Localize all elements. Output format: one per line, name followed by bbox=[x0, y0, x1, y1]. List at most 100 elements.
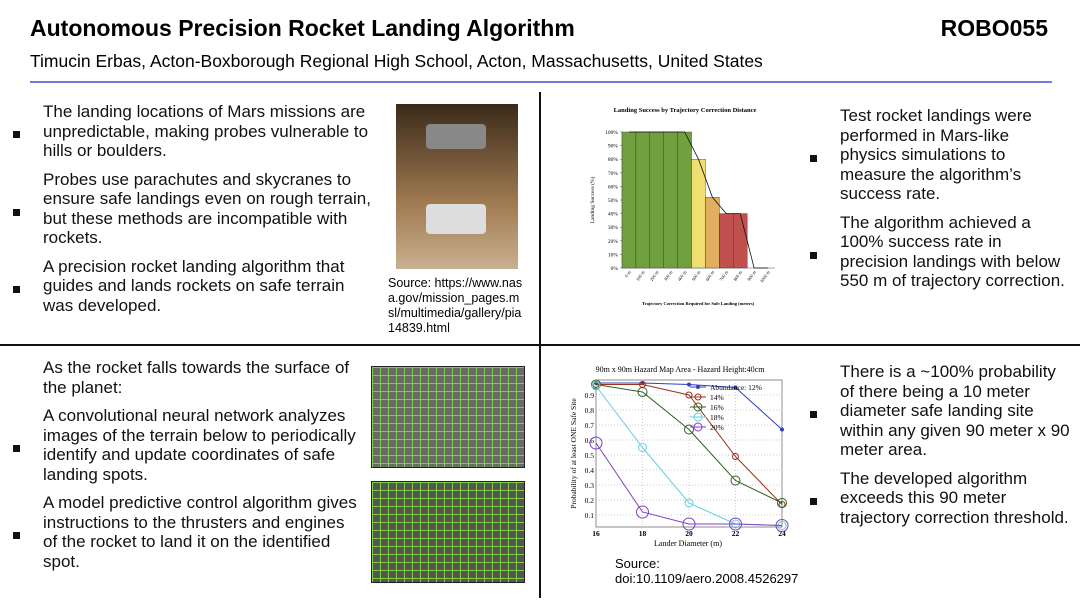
title: Autonomous Precision Rocket Landing Algo… bbox=[30, 15, 575, 41]
point bbox=[591, 381, 601, 391]
point bbox=[730, 475, 741, 486]
terrain-image bbox=[371, 481, 525, 583]
y-tick-label: 60% bbox=[608, 184, 619, 190]
point bbox=[682, 517, 696, 531]
y-tick-label: 50% bbox=[608, 198, 619, 204]
x-tick-label: 1000 m bbox=[759, 269, 771, 283]
x-tick-label: 300 m bbox=[663, 269, 674, 282]
rover bbox=[426, 204, 486, 234]
y-tick-label: 0.8 bbox=[585, 406, 595, 415]
y-tick-label: 0.6 bbox=[585, 436, 595, 445]
y-tick-label: 0.2 bbox=[585, 496, 595, 505]
line-chart: 90m x 90m Hazard Map Area - Hazard Heigh… bbox=[569, 365, 789, 548]
y-tick-label: 0.7 bbox=[585, 421, 595, 430]
x-tick-label: 400 m bbox=[677, 269, 688, 282]
point bbox=[777, 498, 787, 508]
y-tick-label: 0.4 bbox=[585, 466, 595, 475]
x-tick-label: 20 bbox=[685, 529, 693, 538]
bullet: Test rocket landings were performed in M… bbox=[810, 106, 1070, 204]
image-source: Source: https://www.nasa.gov/mission_pag… bbox=[388, 276, 523, 335]
code: ROBO055 bbox=[940, 15, 1048, 41]
point bbox=[687, 382, 691, 387]
y-tick-label: 100% bbox=[605, 130, 618, 136]
bullet: A convolutional neural network analyzes … bbox=[13, 406, 363, 484]
x-tick-label: 500 m bbox=[691, 269, 702, 282]
intro: As the rocket falls towards the surface … bbox=[43, 358, 350, 397]
bar bbox=[621, 131, 637, 269]
y-tick-label: 10% bbox=[608, 252, 619, 258]
bullet: There is a ~100% probability of there be… bbox=[810, 362, 1072, 460]
point bbox=[729, 517, 742, 531]
legend-label: 14% bbox=[710, 393, 724, 402]
bar bbox=[691, 159, 706, 269]
x-tick-label: 600 m bbox=[705, 269, 716, 282]
legend-marker bbox=[693, 412, 703, 422]
x-tick-label: 24 bbox=[778, 529, 786, 538]
point bbox=[591, 379, 601, 390]
x-axis-label: Trajectory Correction Required for Safe … bbox=[642, 301, 755, 306]
plot-frame bbox=[595, 379, 783, 528]
bullet: The developed algorithm exceeds this 90 … bbox=[810, 469, 1072, 528]
series-line bbox=[595, 384, 783, 504]
point bbox=[780, 427, 784, 432]
point bbox=[589, 436, 603, 450]
bar bbox=[663, 131, 678, 269]
point bbox=[775, 519, 789, 532]
photo bbox=[396, 104, 518, 269]
y-tick-label: 80% bbox=[608, 157, 619, 163]
legend-label: 20% bbox=[710, 423, 724, 432]
x-tick-label: 100 m bbox=[635, 269, 646, 282]
point bbox=[684, 498, 694, 508]
series-line bbox=[595, 442, 783, 526]
bar-chart: Landing Success by Trajectory Correction… bbox=[589, 107, 775, 306]
text-block: Test rocket landings were performed in M… bbox=[810, 106, 1070, 300]
bullet: A precision rocket landing algorithm tha… bbox=[13, 257, 378, 316]
bar bbox=[677, 131, 692, 269]
bullet: A model predictive control algorithm giv… bbox=[13, 493, 363, 571]
bar bbox=[635, 131, 651, 269]
trend-line bbox=[628, 131, 769, 269]
bullet: Probes use parachutes and skycranes to e… bbox=[13, 170, 378, 248]
y-tick-label: 0.9 bbox=[585, 391, 595, 400]
chart-title: Landing Success by Trajectory Correction… bbox=[614, 107, 757, 114]
x-tick-label: 18 bbox=[639, 529, 647, 538]
x-tick-label: 16 bbox=[592, 529, 600, 538]
series-line bbox=[596, 384, 783, 505]
point bbox=[685, 391, 693, 399]
authors: Timucin Erbas, Acton-Boxborough Regional… bbox=[30, 51, 763, 71]
point bbox=[732, 453, 739, 460]
x-tick-label: 900 m bbox=[746, 269, 757, 282]
y-tick-label: 0.5 bbox=[585, 451, 595, 460]
text-block: The landing locations of Mars missions a… bbox=[13, 102, 378, 324]
x-tick-label: 200 m bbox=[649, 269, 660, 282]
bullet: The landing locations of Mars missions a… bbox=[13, 102, 378, 161]
y-axis-label: Probability of at least ONE Safe Site bbox=[569, 398, 578, 509]
bar bbox=[649, 131, 664, 269]
y-tick-label: 0% bbox=[611, 266, 619, 272]
legend-label: Abundance: 12% bbox=[710, 383, 762, 392]
bar bbox=[733, 213, 748, 269]
legend-marker bbox=[693, 402, 703, 412]
bar bbox=[705, 197, 720, 269]
x-axis-label: Lander Diameter (m) bbox=[654, 539, 722, 548]
y-tick-label: 30% bbox=[608, 225, 619, 231]
legend-marker bbox=[694, 393, 702, 401]
legend-marker bbox=[693, 422, 703, 432]
x-tick-label: 800 m bbox=[732, 269, 743, 282]
point bbox=[684, 424, 694, 435]
chart-title: 90m x 90m Hazard Map Area - Hazard Heigh… bbox=[596, 365, 766, 374]
x-tick-label: 700 m bbox=[719, 269, 730, 282]
bullets: A convolutional neural network analyzes … bbox=[13, 406, 363, 571]
y-tick-label: 70% bbox=[608, 171, 619, 177]
bullet: The algorithm achieved a 100% success ra… bbox=[810, 213, 1070, 291]
bar bbox=[719, 213, 734, 269]
image-source: Source: doi:10.1109/aero.2008.4526297 bbox=[615, 556, 799, 586]
legend-label: 16% bbox=[710, 403, 724, 412]
point bbox=[733, 385, 738, 390]
point bbox=[637, 387, 648, 397]
legend-marker bbox=[696, 385, 700, 389]
divider bbox=[539, 92, 541, 598]
x-tick-label: 0 m bbox=[624, 269, 632, 278]
header-rule bbox=[30, 81, 1052, 83]
